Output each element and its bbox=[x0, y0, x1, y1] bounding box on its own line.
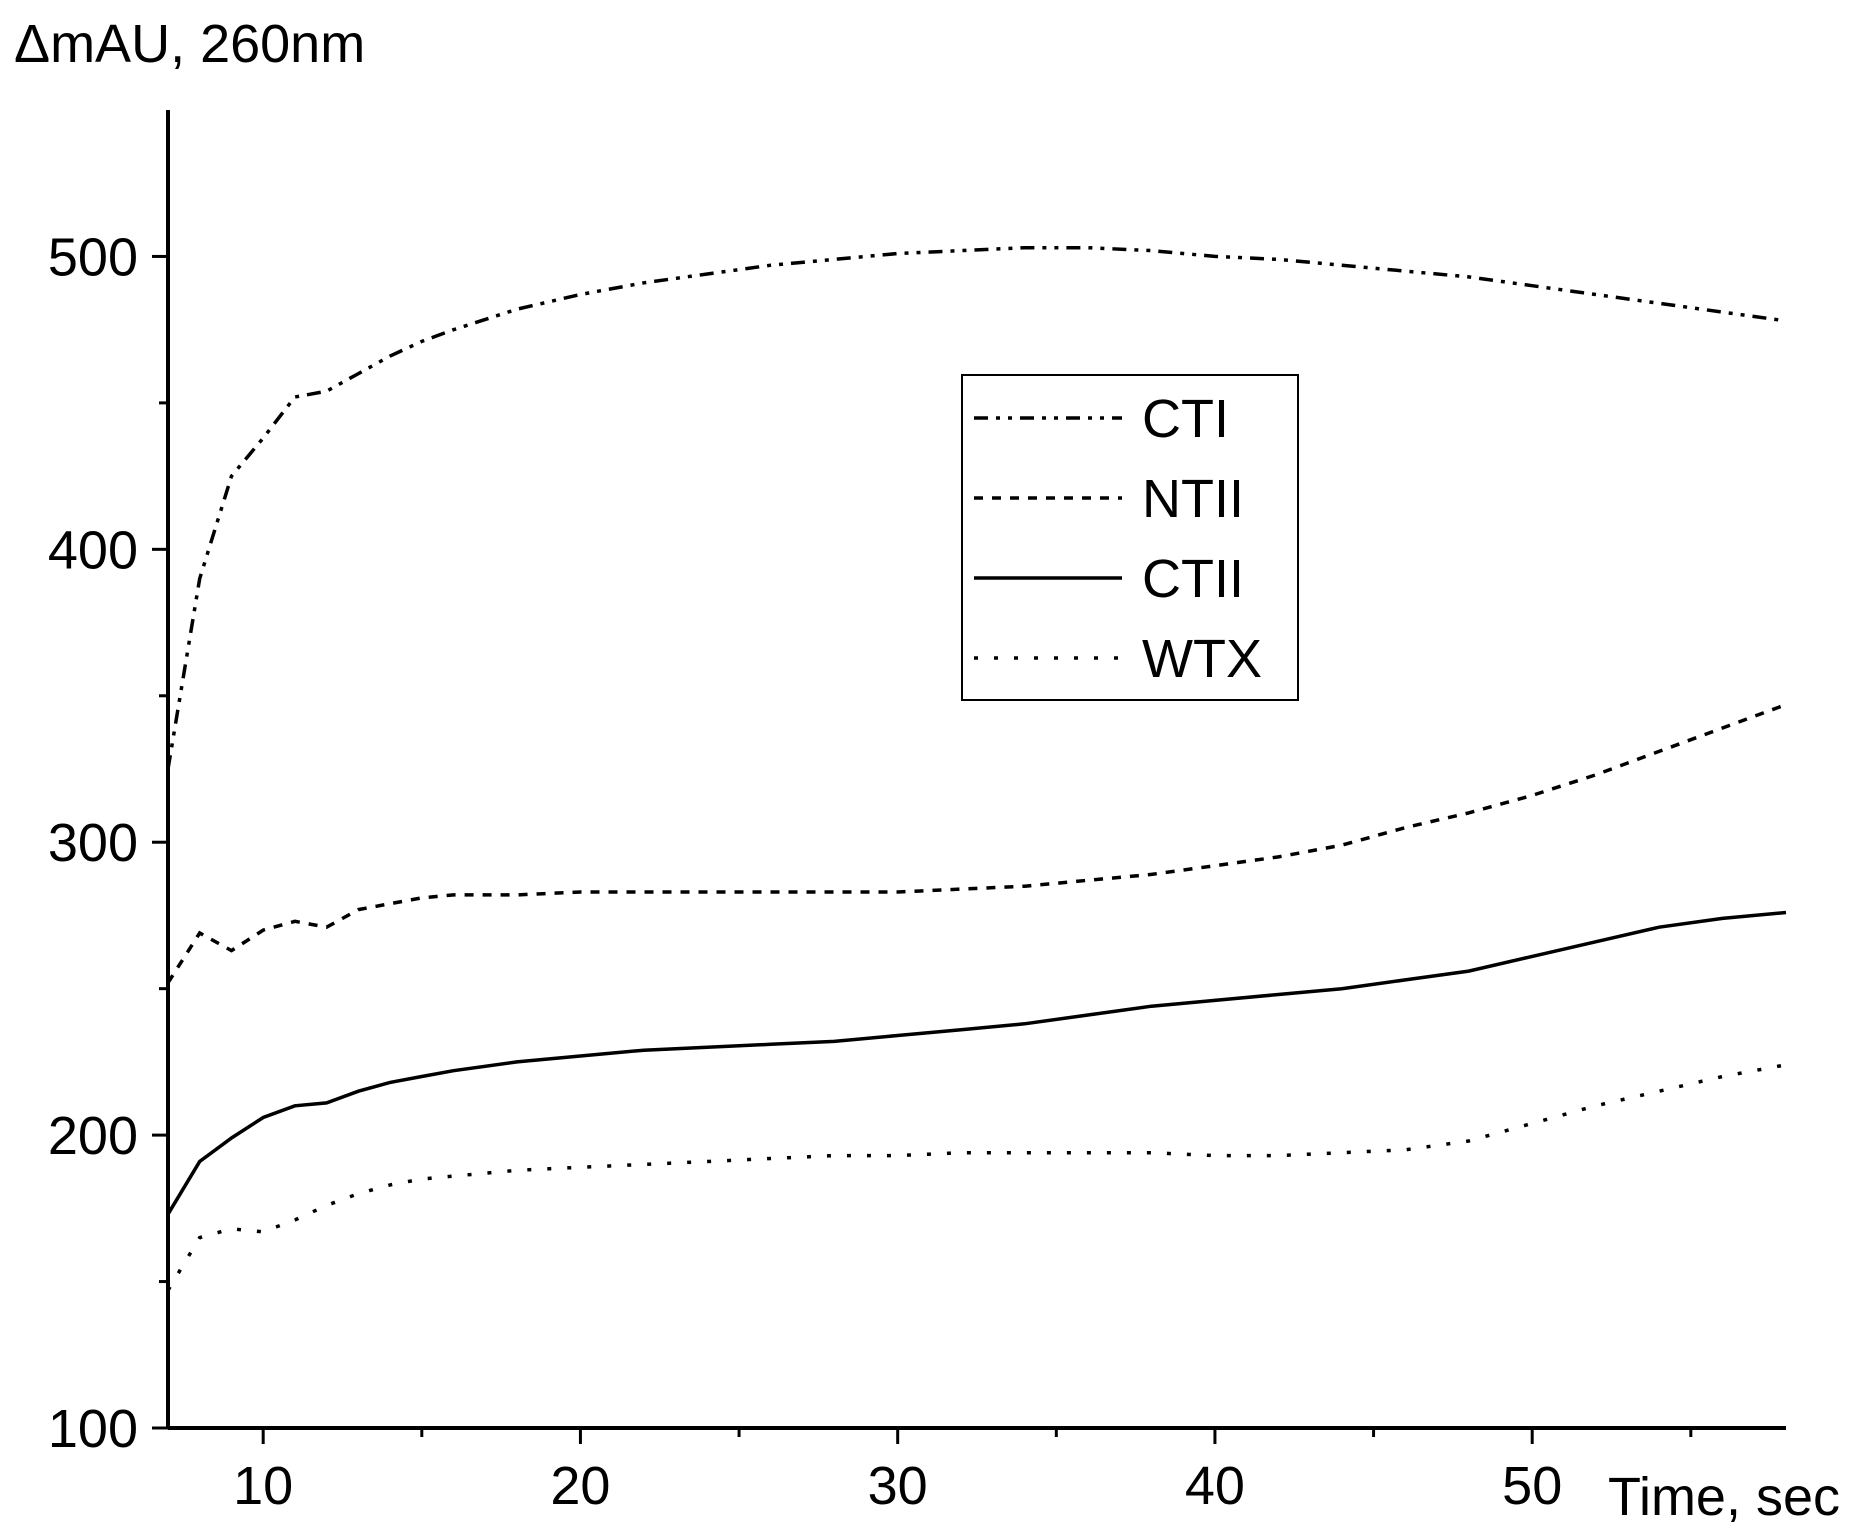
series-layer bbox=[166, 245, 1787, 1292]
x-tick-label: 50 bbox=[1502, 1456, 1562, 1516]
x-tick-label: 40 bbox=[1185, 1456, 1245, 1516]
x-tick-label: 20 bbox=[550, 1456, 610, 1516]
x-tick-label: 10 bbox=[233, 1456, 293, 1516]
legend: CTI NTII CTII WTX bbox=[961, 374, 1299, 701]
y-axis-title: ΔmAU, 260nm bbox=[14, 14, 365, 74]
series-line-wtx bbox=[166, 1063, 1787, 1292]
legend-label-wtx: WTX bbox=[1142, 629, 1262, 689]
legend-box bbox=[961, 374, 1299, 701]
axes: 100 200 300 400 500 10 20 30 40 50 bbox=[48, 110, 1786, 1516]
series-line-cti bbox=[166, 245, 1787, 770]
y-tick-label: 300 bbox=[48, 813, 138, 873]
series-line-ctii bbox=[166, 910, 1787, 1216]
x-axis-title: Time, sec bbox=[1608, 1467, 1840, 1527]
legend-label-cti: CTI bbox=[1142, 389, 1229, 449]
x-tick-label: 30 bbox=[868, 1456, 928, 1516]
y-tick-label: 200 bbox=[48, 1106, 138, 1166]
y-tick-label: 500 bbox=[48, 227, 138, 287]
legend-label-ctii: CTII bbox=[1142, 549, 1244, 609]
series-line-ntii bbox=[166, 702, 1787, 984]
y-tick-label: 100 bbox=[48, 1399, 138, 1459]
y-tick-label: 400 bbox=[48, 520, 138, 580]
legend-label-ntii: NTII bbox=[1142, 469, 1244, 529]
